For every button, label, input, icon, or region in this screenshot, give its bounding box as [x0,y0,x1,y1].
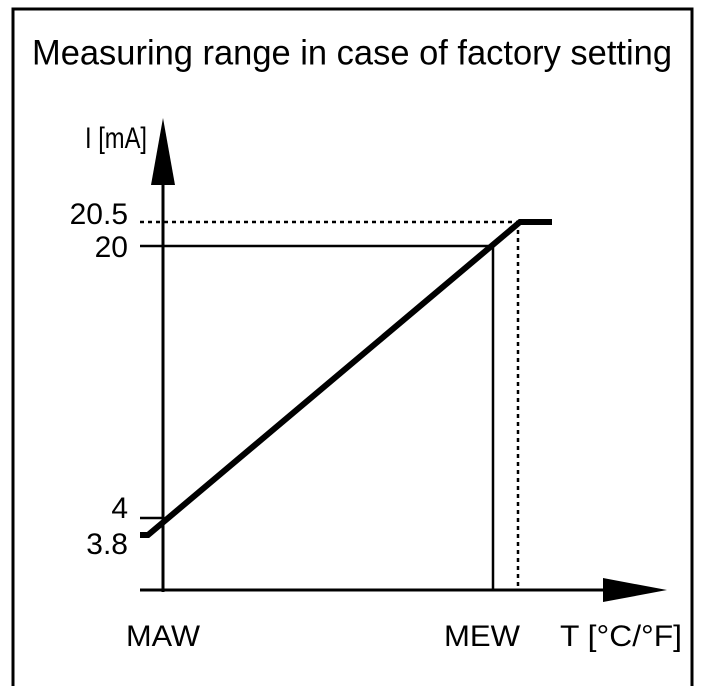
y-tick-label: 3.8 [86,528,128,561]
y-arrow [151,118,175,185]
x-tick-label: MEW [444,620,521,653]
title: Measuring range in case of factory setti… [32,33,672,72]
characteristic-line [140,219,552,538]
y-tick-label: 4 [111,492,128,525]
x-arrow [603,578,667,602]
y-tick-label: 20 [95,231,128,264]
y-tick-label: 20.5 [70,198,128,231]
frame [11,7,694,686]
x-tick-label: MAW [126,620,201,653]
y-axis-label: I [mA] [85,122,147,155]
x-axis-label: T [°C/°F] [560,620,682,653]
